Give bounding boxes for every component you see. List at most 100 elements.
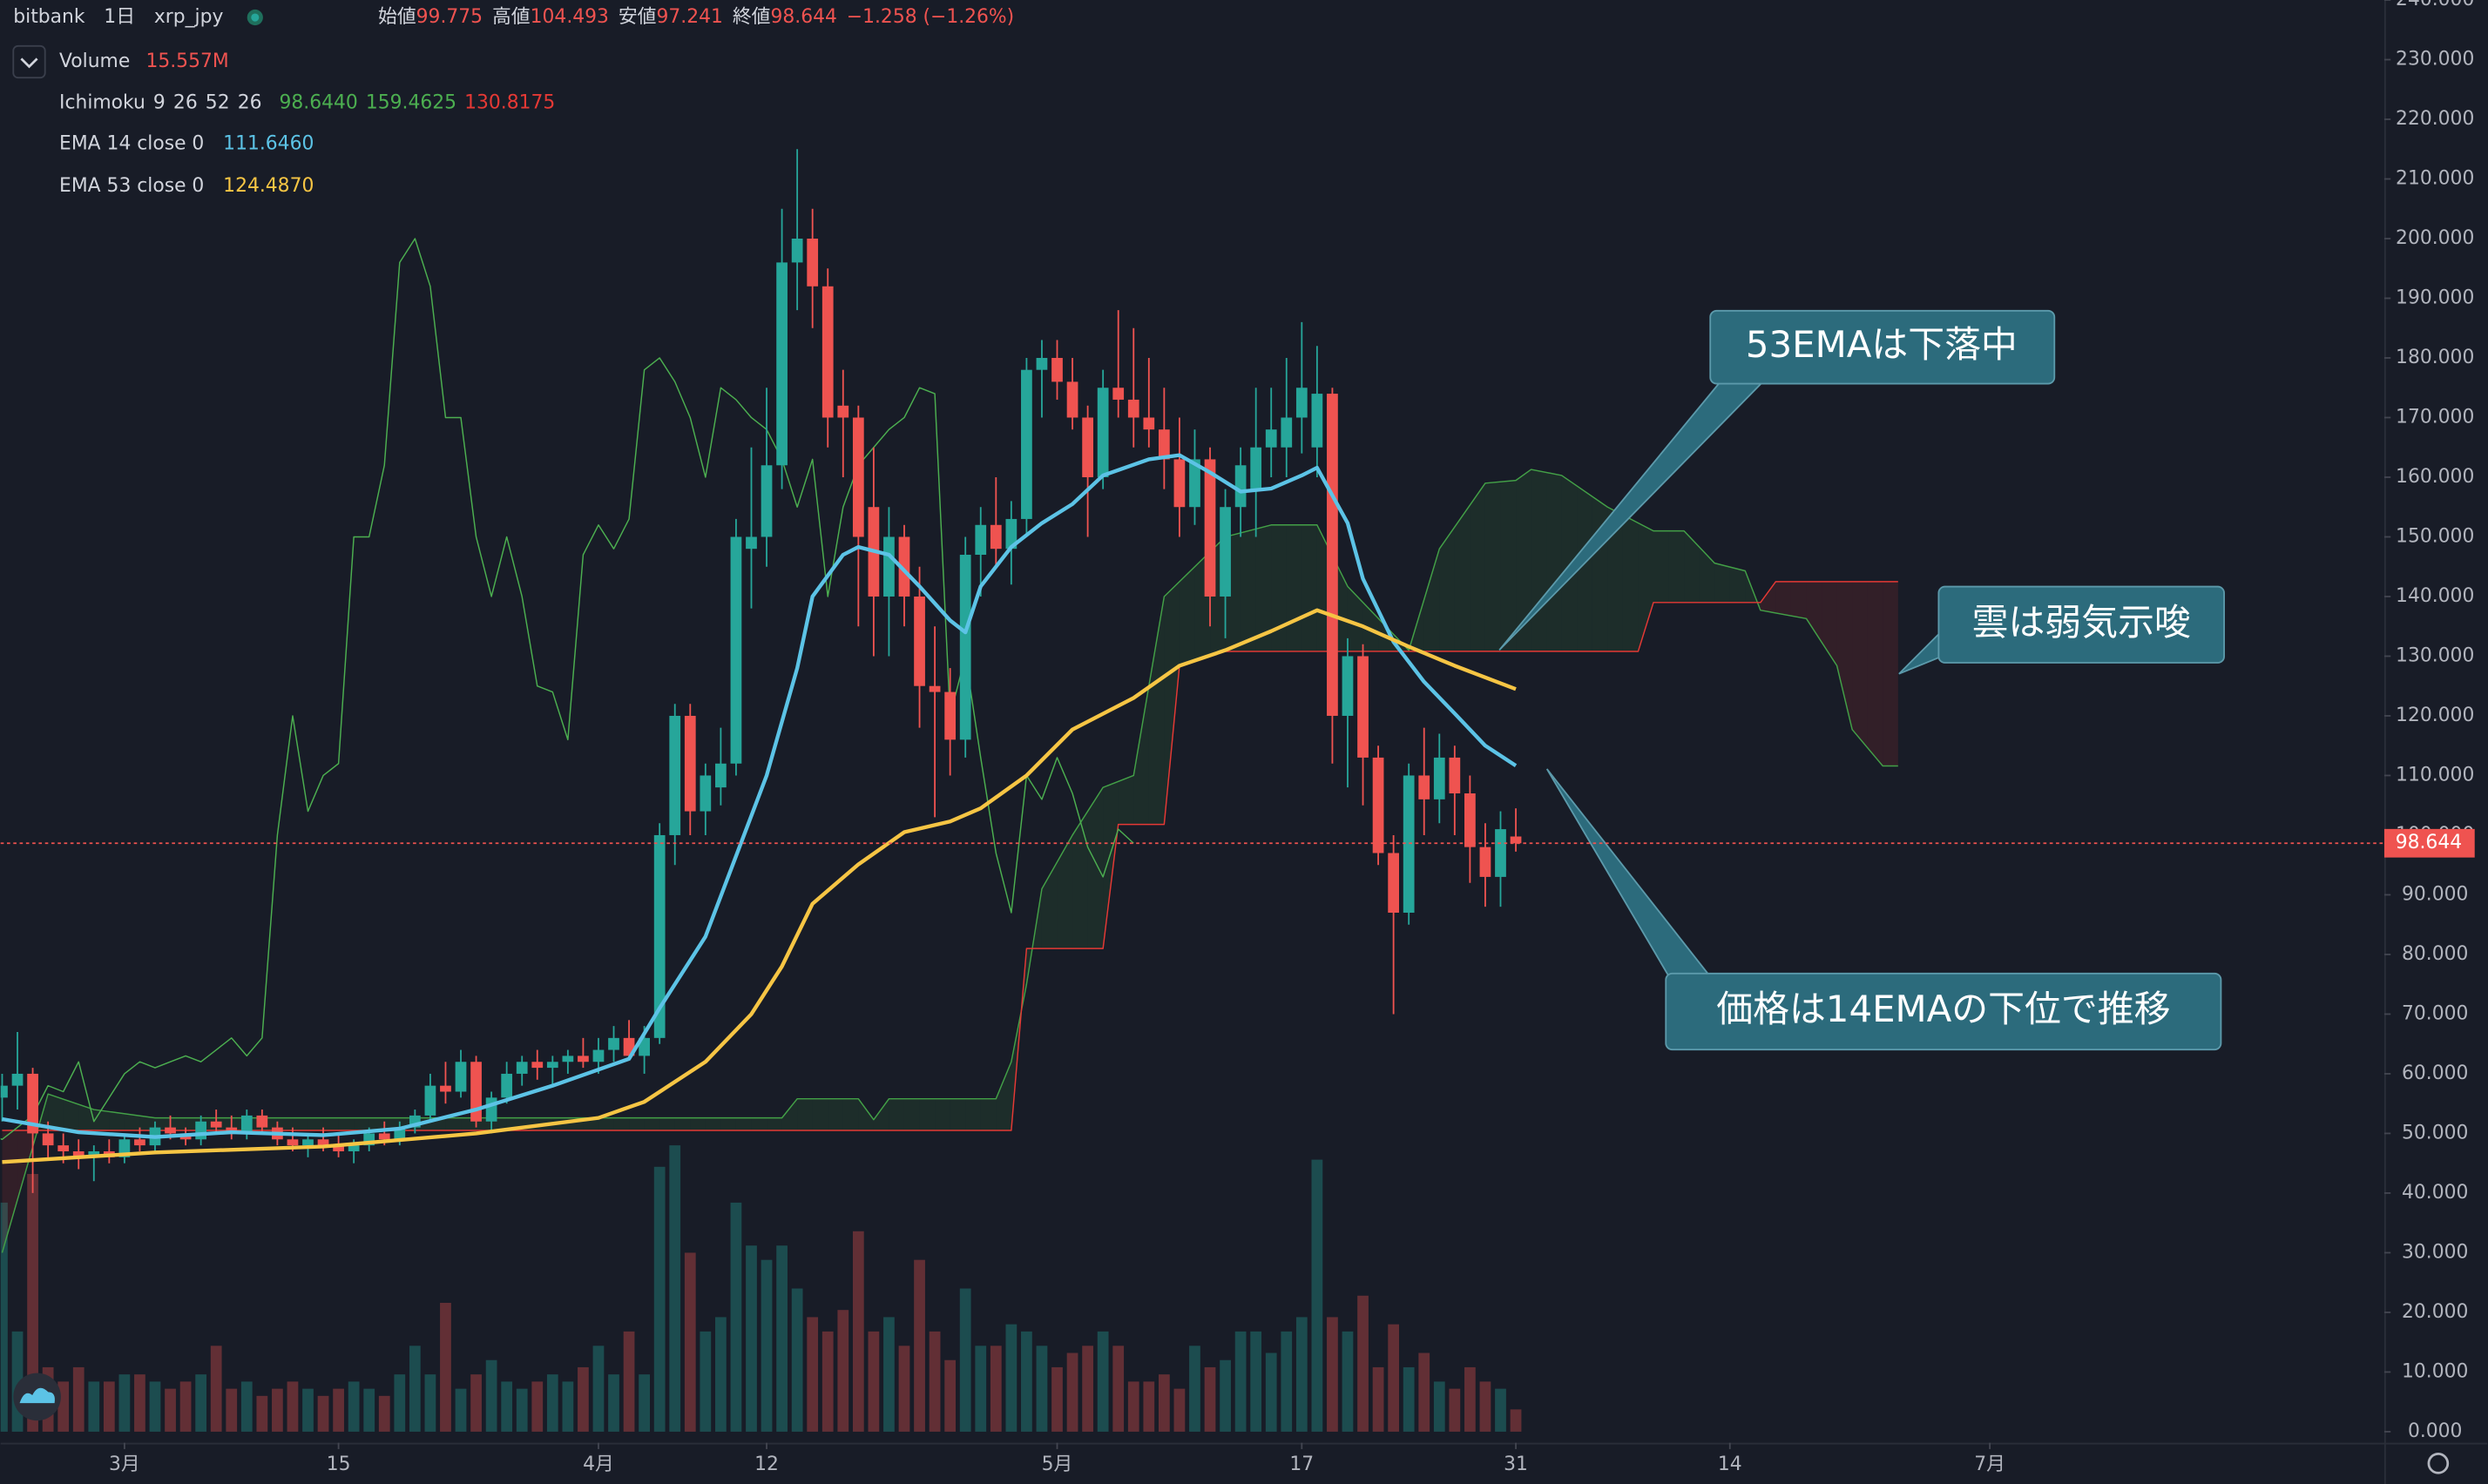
volume-bar [149, 1381, 161, 1432]
cloud-fill [1347, 586, 1363, 651]
volume-bar [592, 1346, 605, 1432]
candle-body [195, 1121, 207, 1140]
x-tick-label: 15 [327, 1454, 351, 1475]
candle-body [700, 775, 712, 812]
cloud-fill [1561, 475, 1578, 651]
candle-body [1021, 369, 1032, 519]
volume-bar [852, 1231, 864, 1432]
candle-body [11, 1073, 24, 1086]
volume-bar [72, 1366, 85, 1432]
volume-bar [639, 1374, 650, 1432]
y-tick-label: 190.000 [2396, 287, 2474, 308]
cloud-fill [996, 1062, 1011, 1131]
volume-bar [1418, 1352, 1430, 1432]
ema-line [2, 453, 1518, 1139]
volume-bar [684, 1252, 696, 1432]
cloud-fill [1484, 482, 1501, 651]
candle-body [562, 1056, 574, 1062]
volume-bar [333, 1388, 344, 1432]
volume-bar [868, 1331, 880, 1432]
y-tick-label: 90.000 [2402, 883, 2468, 905]
volume-bar [470, 1374, 482, 1432]
plot-area [0, 149, 1898, 1432]
candle-body [746, 536, 757, 550]
cloud-fill [781, 1098, 798, 1131]
cloud-fill [445, 1117, 462, 1131]
cloud-fill [965, 1098, 981, 1131]
cloud-fill [277, 1117, 293, 1131]
candle-body [348, 1145, 360, 1151]
legend-value: 159.4625 [366, 91, 456, 113]
volume-bar [272, 1388, 283, 1432]
cloud-fill [323, 1117, 339, 1131]
cloud-fill [1622, 515, 1639, 651]
candle-body [210, 1121, 222, 1128]
candle-body [455, 1062, 467, 1092]
cloud-fill [1286, 524, 1302, 651]
candle-body [1220, 507, 1231, 597]
cloud-fill [1546, 472, 1562, 651]
settings-icon[interactable] [2427, 1453, 2450, 1474]
cloud-fill [629, 1117, 645, 1131]
cloud-fill [1790, 581, 1807, 619]
volume-bar [914, 1259, 925, 1432]
cloud-fill [797, 1098, 813, 1131]
legend-name: Volume [59, 51, 130, 72]
cloud-fill [1592, 496, 1608, 651]
callout-box [1665, 972, 2222, 1051]
volume-bar [653, 1166, 666, 1432]
volume-bar [1372, 1366, 1384, 1432]
y-tick-label: 0.000 [2408, 1420, 2463, 1442]
cloud-fill [1668, 530, 1685, 603]
volume-bar [1036, 1346, 1048, 1432]
legend-toggle[interactable] [12, 44, 46, 79]
cloud-fill [292, 1117, 308, 1131]
volume-bar [287, 1381, 299, 1432]
legend-value: 15.557M [145, 51, 228, 72]
cloud-fill [1607, 507, 1623, 651]
candle-body [0, 1085, 8, 1098]
candle-body [1388, 853, 1400, 914]
volume-bar [134, 1374, 145, 1432]
volume-bar [715, 1317, 727, 1432]
y-tick-label: 70.000 [2402, 1002, 2468, 1024]
x-tick-label: 3月 [109, 1454, 140, 1475]
candle-body [287, 1139, 299, 1146]
interval: 1日 [104, 6, 135, 28]
cloud-fill [1087, 787, 1104, 949]
volume-bar [1066, 1352, 1078, 1432]
y-tick-label: 150.000 [2396, 525, 2474, 547]
cloud-fill [735, 1117, 752, 1131]
price-label-box [2383, 828, 2475, 858]
candle-body [378, 1133, 390, 1140]
volume-bar [1388, 1324, 1400, 1432]
candle-body [975, 524, 987, 556]
volume-bar [455, 1388, 467, 1432]
y-tick-label: 230.000 [2396, 48, 2474, 70]
y-tick-label: 60.000 [2402, 1062, 2468, 1084]
cloud-fill [644, 1117, 660, 1131]
y-tick-label: 40.000 [2402, 1182, 2468, 1204]
status-dot-core [251, 13, 260, 22]
volume-bar [1281, 1331, 1293, 1432]
volume-bar [1342, 1331, 1354, 1432]
cloud-fill [812, 1098, 828, 1131]
candle-body [134, 1139, 145, 1146]
cloud-fill [935, 1098, 950, 1131]
legend-param: 26 [238, 91, 262, 113]
candle-body [1204, 459, 1216, 597]
callout-box [1937, 585, 2225, 664]
cloud-fill [1531, 469, 1547, 651]
cloud-fill [1454, 504, 1470, 651]
candle-body [1449, 757, 1461, 794]
candle-body [852, 417, 864, 537]
candle-body [57, 1145, 70, 1151]
volume-bar [608, 1374, 619, 1432]
candle-body [1036, 357, 1048, 370]
y-tick-label: 220.000 [2396, 108, 2474, 130]
exchange: bitbank [13, 6, 85, 28]
y-tick-label: 20.000 [2402, 1301, 2468, 1323]
volume-bar [440, 1302, 451, 1432]
